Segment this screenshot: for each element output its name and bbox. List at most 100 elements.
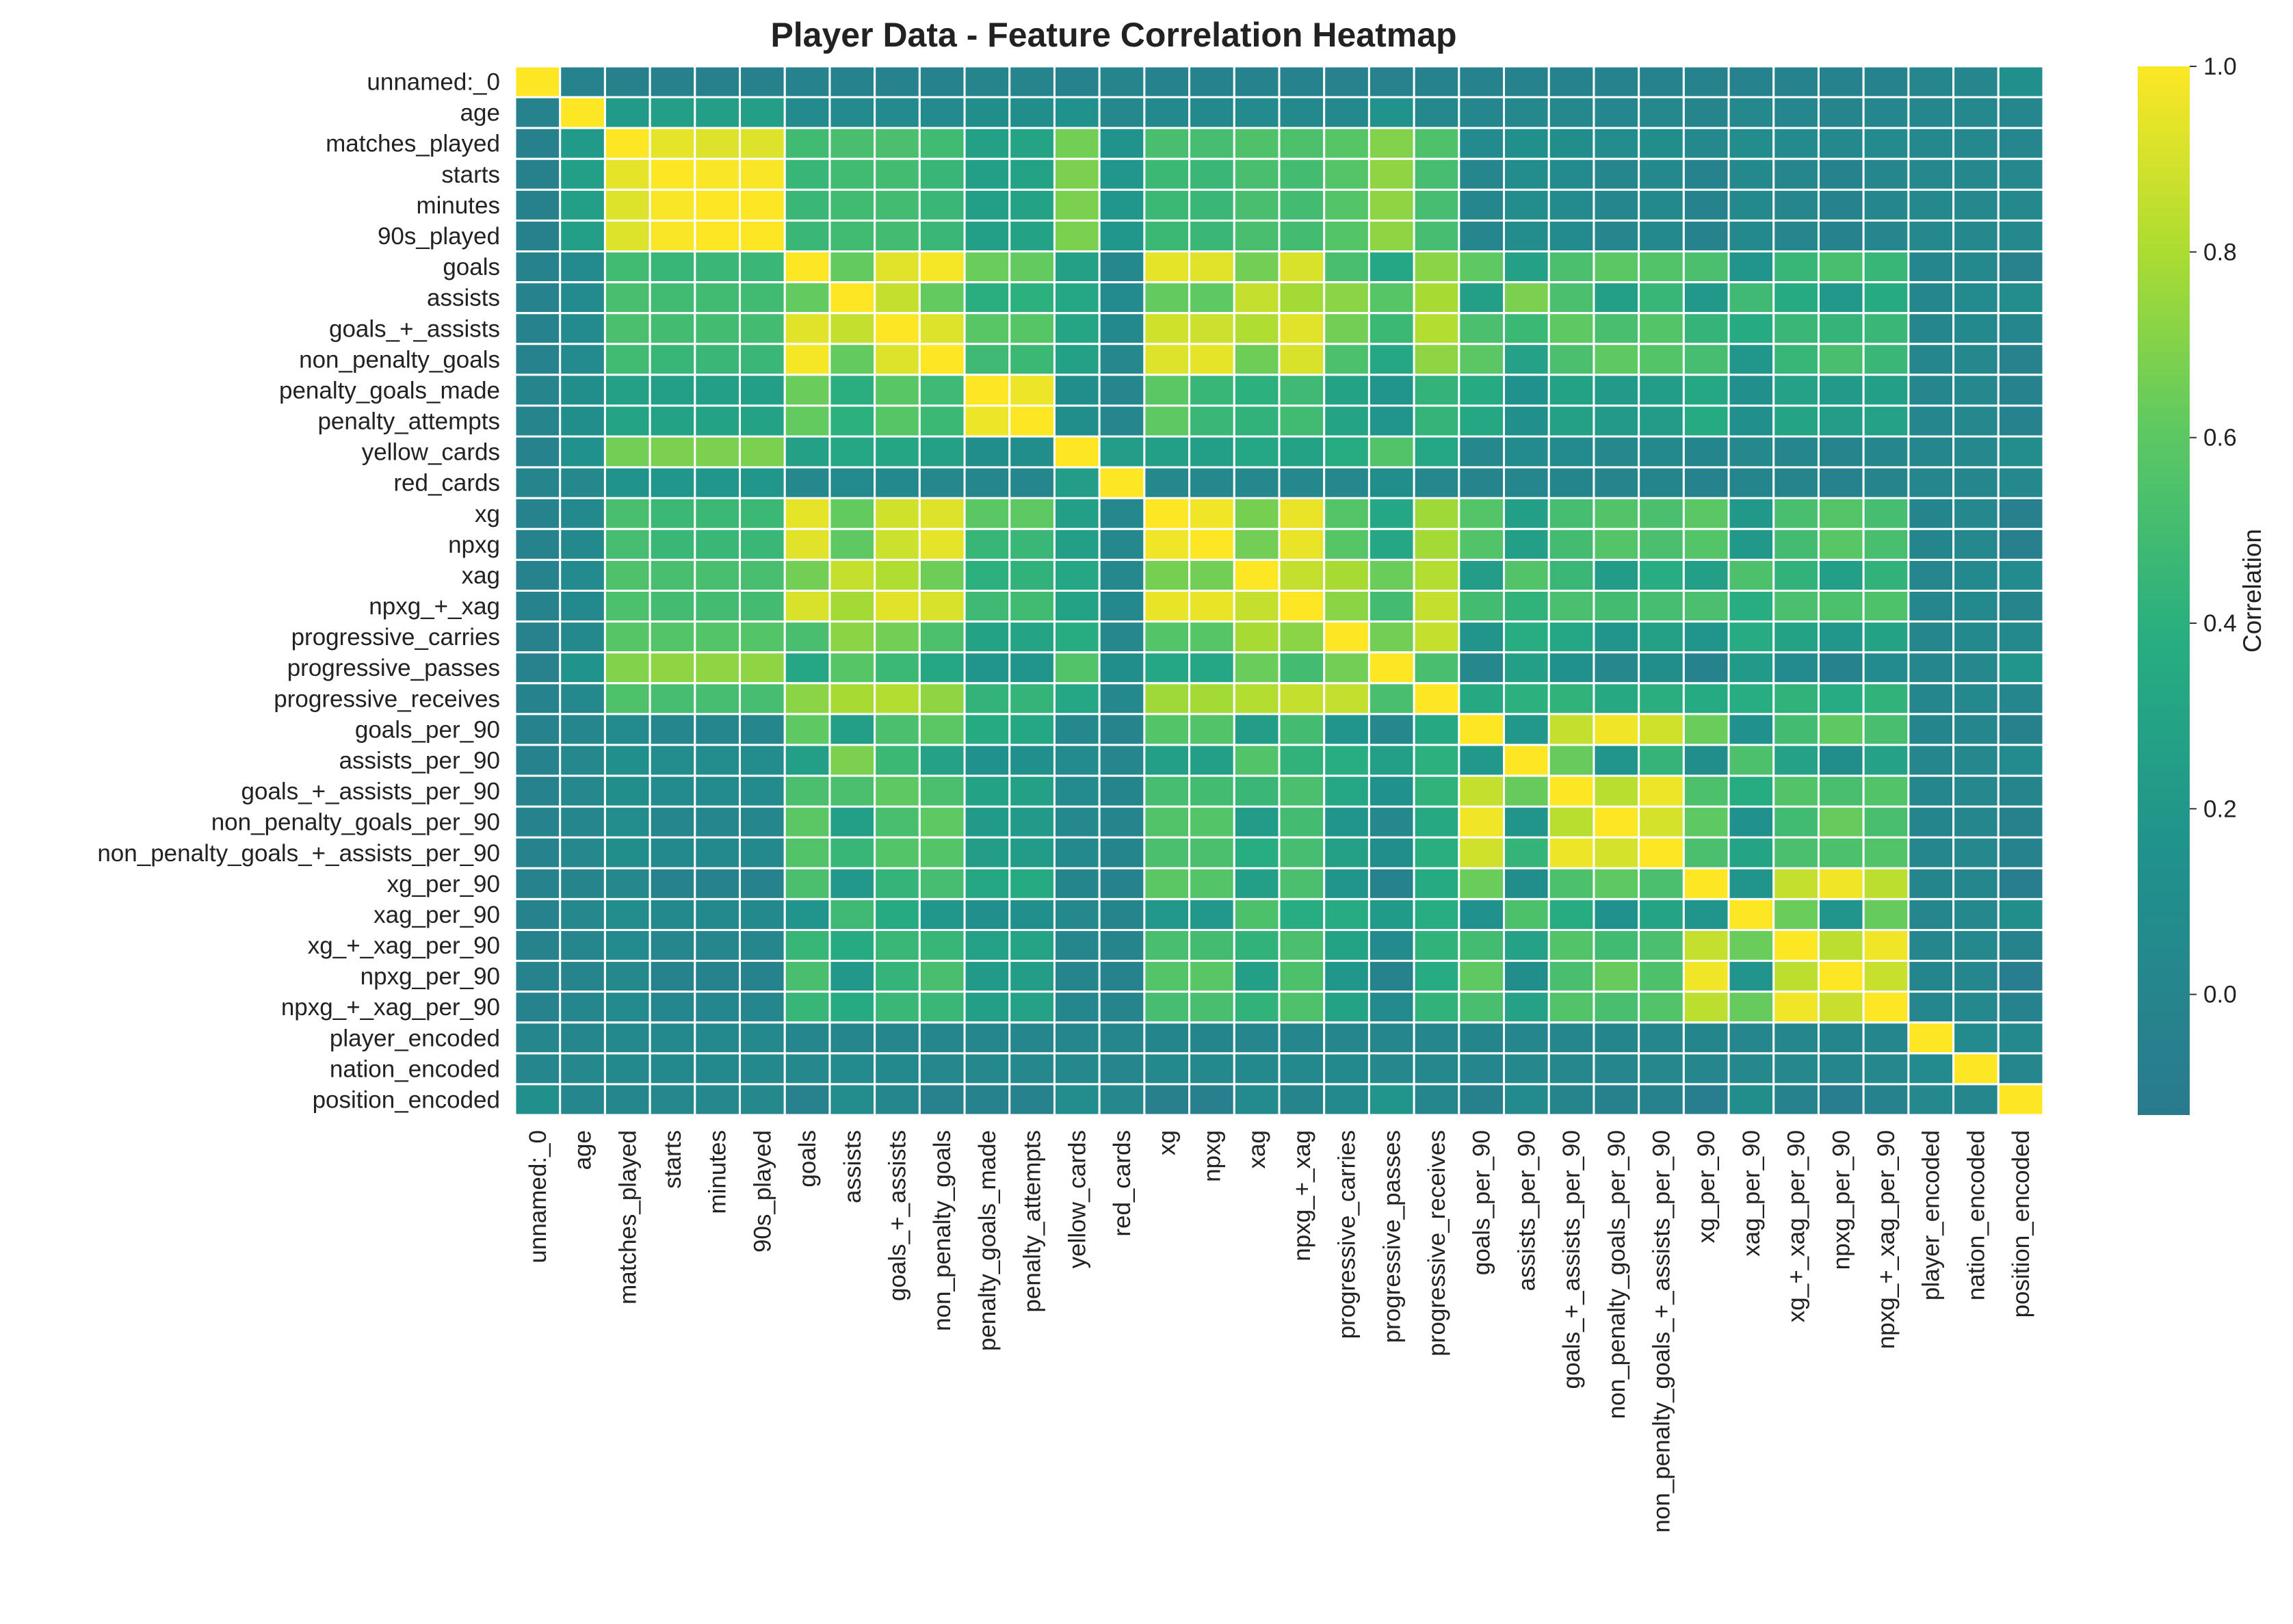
heatmap-cell-goals_per_90-age xyxy=(559,713,606,746)
heatmap-cell-90s_played-npxg_+_xag_per_90 xyxy=(1862,219,1910,253)
heatmap-cell-position_encoded-goals_+_assists_per_90 xyxy=(1547,1083,1595,1116)
heatmap-cell-player_encoded-npxg_per_90 xyxy=(1817,1021,1865,1055)
heatmap-cell-npxg-progressive_receives xyxy=(1413,527,1460,561)
column-label-progressive_carries: progressive_carries xyxy=(1334,1130,1361,1339)
heatmap-cell-progressive_carries-non_penalty_goals_+_assists_per_90 xyxy=(1638,620,1685,654)
heatmap-cell-assists_per_90-minutes xyxy=(694,744,742,777)
heatmap-cell-xg-goals_per_90 xyxy=(1458,497,1506,530)
heatmap-cell-goals_per_90-xg_per_90 xyxy=(1682,713,1730,746)
heatmap-cell-unnamed:_0-xag_per_90 xyxy=(1727,65,1775,99)
heatmap-cell-penalty_attempts-xag xyxy=(1233,404,1281,438)
heatmap-cell-progressive_carries-xag_per_90 xyxy=(1727,620,1775,654)
heatmap-cell-assists-non_penalty_goals xyxy=(918,281,966,315)
heatmap-cell-npxg_per_90-non_penalty_goals_+_assists_per_90 xyxy=(1638,960,1685,993)
heatmap-cell-penalty_goals_made-position_encoded xyxy=(1997,374,2045,407)
heatmap-cell-90s_played-xg xyxy=(1143,219,1191,253)
heatmap-cell-xg_per_90-starts xyxy=(648,867,696,900)
heatmap-cell-starts-xg_per_90 xyxy=(1682,157,1730,191)
heatmap-cell-penalty_goals_made-goals xyxy=(783,374,831,407)
heatmap-cell-assists_per_90-starts xyxy=(648,744,696,777)
heatmap-cell-nation_encoded-red_cards xyxy=(1098,1052,1146,1086)
heatmap-cell-npxg-minutes xyxy=(694,527,742,561)
heatmap-cell-penalty_attempts-assists xyxy=(828,404,876,438)
heatmap-cell-npxg_per_90-progressive_carries xyxy=(1323,960,1370,993)
heatmap-cell-assists_per_90-xg xyxy=(1143,744,1191,777)
heatmap-cell-non_penalty_goals_per_90-goals_+_assists_per_90 xyxy=(1547,805,1595,839)
heatmap-cell-matches_played-matches_played xyxy=(603,127,651,160)
heatmap-cell-player_encoded-assists xyxy=(828,1021,876,1055)
heatmap-cell-player_encoded-goals_+_assists_per_90 xyxy=(1547,1021,1595,1055)
heatmap-cell-npxg_+_xag_per_90-non_penalty_goals xyxy=(918,991,966,1024)
column-label-goals_+_assists: goals_+_assists xyxy=(885,1130,911,1301)
heatmap-cell-npxg_per_90-npxg_+_xag xyxy=(1278,960,1326,993)
heatmap-cell-npxg_+_xag-npxg_per_90 xyxy=(1817,590,1865,623)
heatmap-cell-assists-npxg_+_xag_per_90 xyxy=(1862,281,1910,315)
heatmap-cell-age-progressive_carries xyxy=(1323,96,1370,129)
heatmap-cell-xag-npxg_+_xag_per_90 xyxy=(1862,558,1910,592)
heatmap-cell-goals-matches_played xyxy=(603,250,651,284)
heatmap-cell-assists-progressive_carries xyxy=(1323,281,1370,315)
heatmap-cell-player_encoded-progressive_carries xyxy=(1323,1021,1370,1055)
heatmap-cell-player_encoded-non_penalty_goals_+_assists_per_90 xyxy=(1638,1021,1685,1055)
heatmap-cell-yellow_cards-assists_per_90 xyxy=(1503,435,1550,469)
heatmap-cell-npxg-age xyxy=(559,527,606,561)
heatmap-cell-penalty_goals_made-assists_per_90 xyxy=(1503,374,1550,407)
heatmap-cell-age-penalty_goals_made xyxy=(963,96,1011,129)
heatmap-cell-red_cards-xag_per_90 xyxy=(1727,466,1775,499)
heatmap-cell-unnamed:_0-xg xyxy=(1143,65,1191,99)
heatmap-cell-npxg_+_xag_per_90-minutes xyxy=(694,991,742,1024)
heatmap-cell-matches_played-penalty_goals_made xyxy=(963,127,1011,160)
heatmap-cell-90s_played-minutes xyxy=(694,219,742,253)
heatmap-cell-goals_per_90-matches_played xyxy=(603,713,651,746)
heatmap-cell-progressive_receives-xg_+_xag_per_90 xyxy=(1772,682,1820,716)
heatmap-cell-xg_per_90-assists xyxy=(828,867,876,900)
heatmap-cell-matches_played-npxg_per_90 xyxy=(1817,127,1865,160)
column-label-yellow_cards: yellow_cards xyxy=(1064,1130,1090,1268)
heatmap-cell-player_encoded-progressive_receives xyxy=(1413,1021,1460,1055)
heatmap-cell-xag-xg xyxy=(1143,558,1191,592)
heatmap-cell-assists-xg_+_xag_per_90 xyxy=(1772,281,1820,315)
column-label-goals_+_assists_per_90: goals_+_assists_per_90 xyxy=(1558,1130,1585,1389)
heatmap-cell-goals_+_assists-goals_+_assists_per_90 xyxy=(1547,312,1595,345)
heatmap-cell-red_cards-npxg_+_xag xyxy=(1278,466,1326,499)
heatmap-cell-progressive_receives-npxg xyxy=(1188,682,1235,716)
heatmap-cell-goals_per_90-progressive_receives xyxy=(1413,713,1460,746)
heatmap-cell-yellow_cards-non_penalty_goals xyxy=(918,435,966,469)
heatmap-cell-90s_played-position_encoded xyxy=(1997,219,2045,253)
heatmap-cell-position_encoded-90s_played xyxy=(739,1083,786,1116)
heatmap-cell-starts-goals xyxy=(783,157,831,191)
heatmap-cell-npxg_+_xag_per_90-non_penalty_goals_per_90 xyxy=(1593,991,1640,1024)
row-label-goals_+_assists_per_90: goals_+_assists_per_90 xyxy=(241,778,500,805)
heatmap-cell-matches_played-non_penalty_goals_+_assists_per_90 xyxy=(1638,127,1685,160)
heatmap-cell-90s_played-npxg_per_90 xyxy=(1817,219,1865,253)
heatmap-cell-xg_per_90-player_encoded xyxy=(1907,867,1955,900)
heatmap-cell-xg-xg_+_xag_per_90 xyxy=(1772,497,1820,530)
heatmap-cell-goals_per_90-goals xyxy=(783,713,831,746)
column-label-npxg_per_90: npxg_per_90 xyxy=(1828,1130,1855,1270)
heatmap-cell-xg-npxg_per_90 xyxy=(1817,497,1865,530)
heatmap-cell-starts-non_penalty_goals_+_assists_per_90 xyxy=(1638,157,1685,191)
row-label-90s_played: 90s_played xyxy=(378,223,500,250)
heatmap-cell-xag_per_90-non_penalty_goals xyxy=(918,898,966,931)
heatmap-cell-nation_encoded-progressive_passes xyxy=(1367,1052,1415,1086)
heatmap-cell-xag-xag_per_90 xyxy=(1727,558,1775,592)
heatmap-cell-penalty_goals_made-nation_encoded xyxy=(1952,374,2000,407)
heatmap-cell-nation_encoded-xg_+_xag_per_90 xyxy=(1772,1052,1820,1086)
row-label-npxg_per_90: npxg_per_90 xyxy=(361,963,500,990)
column-label-assists_per_90: assists_per_90 xyxy=(1513,1130,1540,1291)
heatmap-cell-xg_per_90-penalty_attempts xyxy=(1008,867,1056,900)
heatmap-cell-penalty_attempts-penalty_goals_made xyxy=(963,404,1011,438)
heatmap-cell-non_penalty_goals_per_90-age xyxy=(559,805,606,839)
heatmap-cell-goals_+_assists_per_90-90s_played xyxy=(739,774,786,808)
heatmap-cell-yellow_cards-xg xyxy=(1143,435,1191,469)
heatmap-cell-npxg_+_xag-age xyxy=(559,590,606,623)
heatmap-cell-minutes-goals_+_assists_per_90 xyxy=(1547,188,1595,222)
column-label-player_encoded: player_encoded xyxy=(1918,1130,1945,1300)
heatmap-cell-non_penalty_goals_+_assists_per_90-xg_per_90 xyxy=(1682,836,1730,869)
heatmap-cell-minutes-goals xyxy=(783,188,831,222)
heatmap-cell-nation_encoded-npxg_+_xag xyxy=(1278,1052,1326,1086)
heatmap-cell-non_penalty_goals-yellow_cards xyxy=(1053,343,1101,376)
heatmap-cell-penalty_attempts-npxg_+_xag xyxy=(1278,404,1326,438)
heatmap-cell-non_penalty_goals_+_assists_per_90-minutes xyxy=(694,836,742,869)
heatmap-cell-goals_+_assists_per_90-non_penalty_goals_+_assists_per_90 xyxy=(1638,774,1685,808)
